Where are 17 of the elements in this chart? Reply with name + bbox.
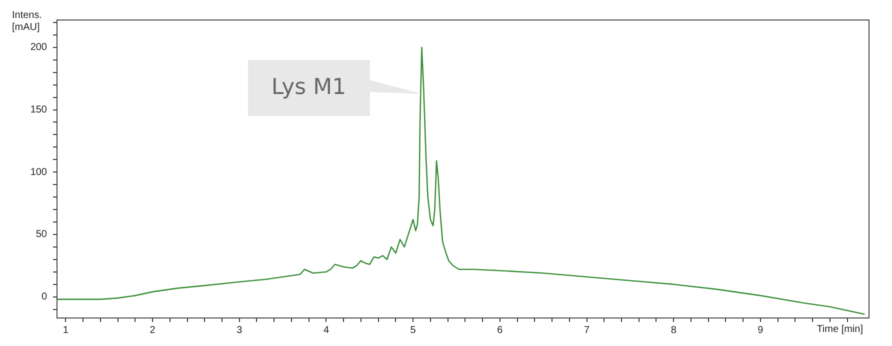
x-tick-label: 5 — [410, 324, 416, 336]
x-tick-label: 7 — [584, 324, 590, 336]
y-tick-label: 0 — [41, 292, 48, 303]
y-tick-label: 100 — [30, 166, 48, 178]
y-axis-title: Intens. [mAU] — [12, 10, 42, 33]
y-tick-label: 200 — [30, 42, 48, 54]
x-tick-label: 9 — [758, 324, 764, 336]
x-tick-label: 1 — [62, 324, 69, 336]
x-axis-title: Time [min] — [816, 324, 864, 335]
y-tick-label: 50 — [36, 229, 48, 240]
x-tick-label: 2 — [150, 324, 156, 336]
x-tick-label: 8 — [670, 324, 677, 336]
x-tick-label: 4 — [323, 324, 330, 336]
x-tick-label: 3 — [236, 324, 243, 336]
annotation: Lys M1 — [248, 60, 370, 116]
y-tick-label: 150 — [30, 104, 48, 116]
x-tick-label: 6 — [497, 324, 504, 336]
